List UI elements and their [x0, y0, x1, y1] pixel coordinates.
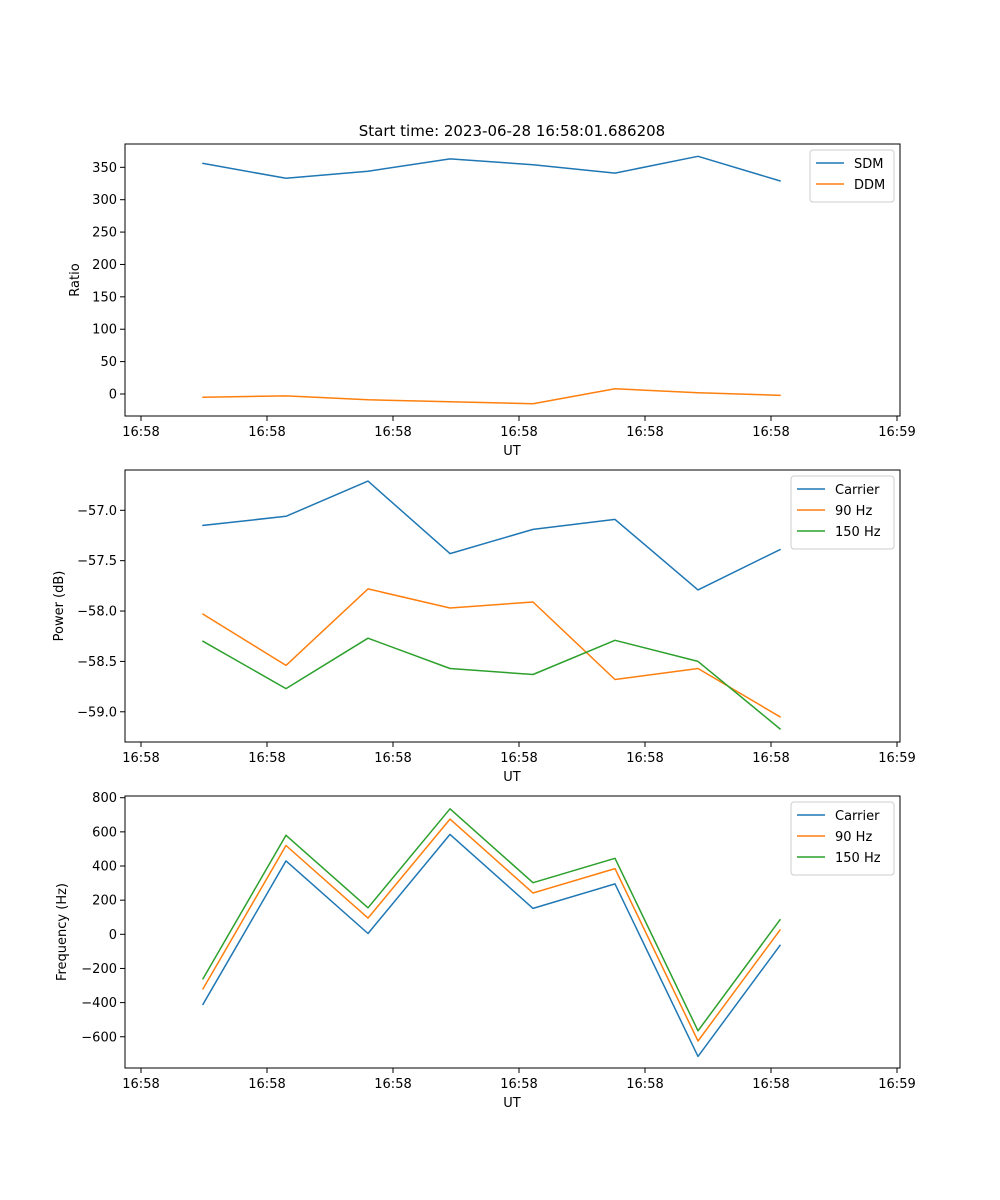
x-axis-label: UT — [503, 444, 521, 459]
y-tick-label: −59.0 — [77, 705, 117, 720]
subplot-1: 16:58 16:58 16:58 16:58 16:58 16:58 16:59 UT 0 50… — [68, 143, 916, 459]
x-tick-label: 16:58 — [500, 425, 537, 440]
x-tick-label: 16:58 — [248, 1077, 285, 1092]
x-tick-label: 16:58 — [752, 751, 789, 766]
x-tick-label: 16:58 — [752, 425, 789, 440]
series-line-carrier — [201, 833, 782, 1058]
y-tick-label: 300 — [92, 193, 117, 208]
series-line-90-hz — [201, 818, 782, 1042]
x-tick-label: 16:58 — [248, 425, 285, 440]
x-axis-label: UT — [503, 1096, 521, 1111]
legend-label: 150 Hz — [835, 525, 881, 540]
x-tick-label: 16:58 — [752, 1077, 789, 1092]
series-line-150-hz — [201, 808, 782, 1032]
legend-label: SDM — [854, 157, 883, 172]
y-tick-label: 0 — [109, 387, 117, 402]
x-tick-label: 16:59 — [878, 751, 915, 766]
y-tick-label: −57.5 — [77, 554, 117, 569]
y-tick-label: 350 — [92, 161, 117, 176]
y-axis-label: Power (dB) — [52, 571, 67, 642]
legend-label: 90 Hz — [835, 504, 872, 519]
axes-frame — [124, 143, 901, 417]
legend-label: DDM — [854, 178, 885, 193]
y-tick-label: 150 — [92, 290, 117, 305]
series-line-carrier — [202, 480, 782, 591]
x-tick-label: 16:58 — [500, 1077, 537, 1092]
x-tick-label: 16:58 — [122, 751, 159, 766]
y-tick-label: −200 — [81, 962, 117, 977]
legend: Carrier 90 Hz 150 Hz — [790, 801, 895, 876]
x-tick-label: 16:59 — [878, 425, 915, 440]
series-line-sdm — [202, 155, 781, 182]
series-line-ddm — [202, 388, 781, 405]
series-line-90-hz — [201, 588, 782, 718]
y-tick-label: 250 — [92, 226, 117, 241]
y-tick-label: 200 — [92, 894, 117, 909]
figure-title: Start time: 2023-06-28 16:58:01.686208 — [359, 122, 665, 140]
y-axis-label: Ratio — [68, 263, 83, 296]
series-line-150-hz — [201, 637, 782, 730]
x-tick-label: 16:58 — [248, 751, 285, 766]
y-tick-label: 0 — [109, 928, 117, 943]
y-tick-label: −58.0 — [77, 605, 117, 620]
axes-frame — [124, 469, 901, 743]
x-tick-label: 16:59 — [878, 1077, 915, 1092]
legend-label: 150 Hz — [835, 851, 881, 866]
y-axis-label: Frequency (Hz) — [55, 883, 70, 981]
subplot-2: 16:58 16:58 16:58 16:58 16:58 16:58 16:59 UT −59… — [52, 469, 916, 785]
y-tick-label: 100 — [92, 323, 117, 338]
legend: SDM DDM — [809, 149, 895, 203]
legend-label: Carrier — [835, 483, 880, 498]
subplot-3: 16:58 16:58 16:58 16:58 16:58 16:58 16:59 UT −60… — [55, 791, 916, 1111]
x-tick-label: 16:58 — [626, 751, 663, 766]
y-tick-label: 50 — [100, 355, 117, 370]
y-tick-label: −400 — [81, 996, 117, 1011]
x-tick-label: 16:58 — [374, 1077, 411, 1092]
y-tick-label: 400 — [92, 860, 117, 875]
x-tick-label: 16:58 — [122, 425, 159, 440]
legend-label: Carrier — [835, 809, 880, 824]
legend: Carrier 90 Hz 150 Hz — [790, 475, 895, 550]
x-tick-label: 16:58 — [374, 425, 411, 440]
x-tick-label: 16:58 — [500, 751, 537, 766]
y-tick-label: 600 — [92, 825, 117, 840]
y-tick-label: −57.0 — [77, 504, 117, 519]
x-axis-label: UT — [503, 770, 521, 785]
y-tick-label: 200 — [92, 258, 117, 273]
axes-frame — [124, 795, 901, 1069]
plots-container: 16:58 16:58 16:58 16:58 16:58 16:58 16:59 UT 0 50… — [52, 143, 916, 1111]
x-tick-label: 16:58 — [626, 1077, 663, 1092]
y-tick-label: −58.5 — [77, 655, 117, 670]
x-tick-label: 16:58 — [626, 425, 663, 440]
y-tick-label: −600 — [81, 1030, 117, 1045]
y-tick-label: 800 — [92, 791, 117, 806]
x-tick-label: 16:58 — [374, 751, 411, 766]
x-tick-label: 16:58 — [122, 1077, 159, 1092]
legend-label: 90 Hz — [835, 830, 872, 845]
